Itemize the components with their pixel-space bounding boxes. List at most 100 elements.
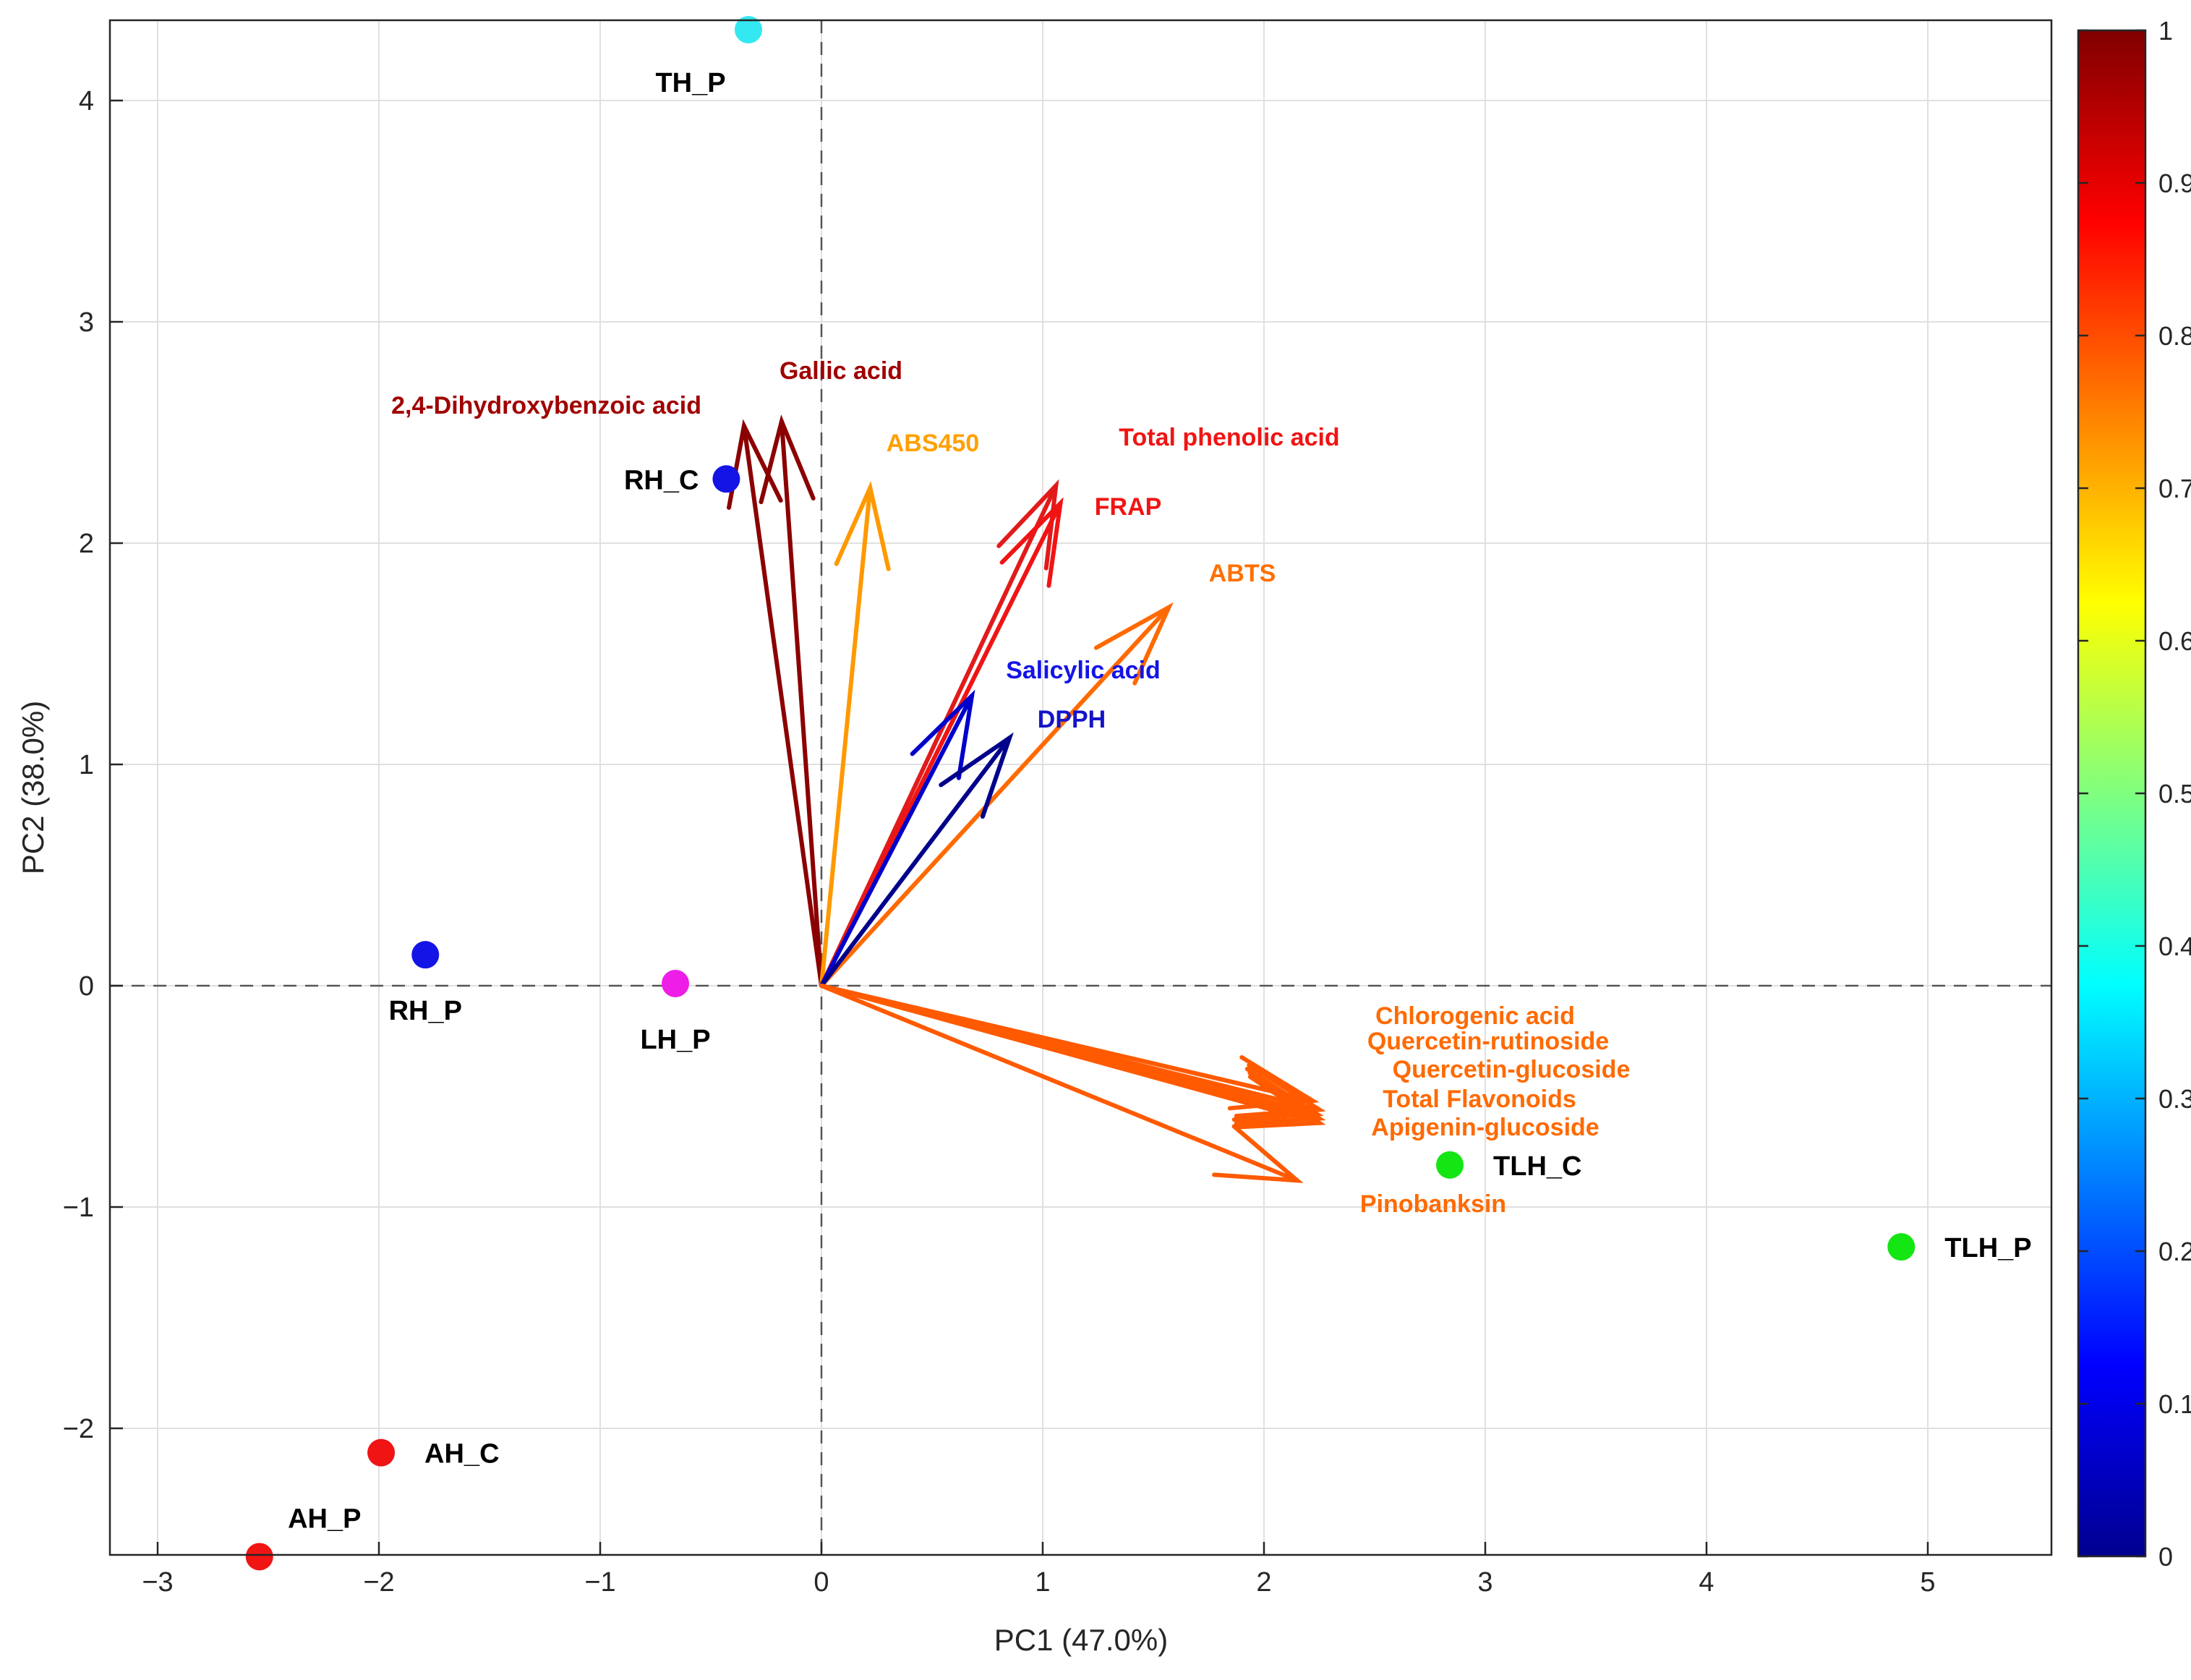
vector-arrowhead — [1212, 1124, 1304, 1183]
vector-shaft — [819, 485, 873, 988]
y-axis-label: PC2 (38.0%) — [16, 701, 50, 874]
vector-label: 2,4-Dihydroxybenzoic acid — [391, 392, 701, 419]
vector-shaft — [819, 984, 1299, 1183]
grid-lines — [110, 20, 2051, 1555]
x-axis-label: PC1 (47.0%) — [994, 1623, 1168, 1657]
vector-label: ABS450 — [887, 430, 980, 457]
loading-vector — [819, 732, 1014, 988]
score-points — [245, 16, 1915, 1571]
vector-label: Gallic acid — [780, 357, 902, 385]
y-tick-label: −1 — [63, 1193, 94, 1223]
vector-shaft — [819, 984, 1320, 1117]
vector-label: Chlorogenic acid — [1375, 1002, 1575, 1030]
colorbar-ticks — [2078, 29, 2145, 1558]
score-point-marker — [735, 16, 763, 44]
vector-arrowhead — [1231, 1067, 1324, 1122]
colorbar-tick-label: 0.4 — [2158, 931, 2191, 961]
vector-label: ABTS — [1209, 560, 1276, 587]
colorbar-tick-label: 0.1 — [2158, 1389, 2191, 1419]
x-tick-label: 5 — [1920, 1567, 1935, 1598]
vector-label: Quercetin-rutinoside — [1367, 1028, 1609, 1055]
x-tick-label: −3 — [142, 1567, 173, 1598]
score-point-label: RH_P — [389, 996, 462, 1026]
colorbar: 0 0.1 0.2 0.3 0.4 0.5 0.6 0.7 0.8 0.9 1 — [2077, 16, 2191, 1572]
score-point-label: TLH_P — [1944, 1233, 2031, 1263]
loading-vector — [819, 602, 1174, 988]
y-tick-labels: −2 −1 0 1 2 3 4 — [63, 86, 94, 1444]
vector-label: Total phenolic acid — [1119, 424, 1339, 451]
vector-label: DPPH — [1038, 706, 1106, 733]
x-tick-label: 3 — [1477, 1567, 1492, 1598]
x-tick-label: −1 — [584, 1567, 615, 1598]
vector-label: Total Flavonoids — [1383, 1086, 1576, 1113]
score-point-label: LH_P — [640, 1025, 710, 1055]
vector-label: Salicylic acid — [1006, 657, 1161, 684]
plot-background — [110, 20, 2051, 1555]
score-point-marker — [662, 969, 690, 997]
vector-arrowhead — [834, 481, 891, 571]
vector-label: FRAP — [1095, 493, 1162, 521]
colorbar-tick-label: 0.8 — [2158, 321, 2191, 351]
colorbar-tick-label: 0 — [2158, 1542, 2173, 1572]
vector-shaft — [741, 423, 824, 988]
colorbar-tick-label: 0.9 — [2158, 169, 2191, 198]
y-tick-label: 0 — [79, 971, 94, 1002]
x-tick-label: 0 — [813, 1567, 829, 1598]
vector-arrowhead — [1234, 1074, 1326, 1130]
colorbar-tick-label: 0.6 — [2158, 626, 2191, 656]
reference-lines — [110, 20, 2051, 1555]
score-point-label: AH_C — [424, 1439, 499, 1470]
y-tick-label: 3 — [79, 307, 94, 338]
score-point-label: TH_P — [655, 68, 725, 98]
colorbar-gradient — [2077, 29, 2147, 1558]
vector-arrowhead — [1093, 602, 1174, 686]
score-point-marker — [367, 1438, 396, 1467]
vector-arrowhead — [1234, 1062, 1326, 1119]
colorbar-tick-labels: 0 0.1 0.2 0.3 0.4 0.5 0.6 0.7 0.8 0.9 1 — [2158, 16, 2191, 1572]
vector-arrowhead — [999, 497, 1064, 588]
vector-arrowhead — [939, 732, 1014, 819]
colorbar-tick-label: 0.5 — [2158, 779, 2191, 809]
score-point-label: TLH_C — [1493, 1151, 1581, 1182]
vector-arrowhead — [759, 414, 816, 505]
x-tick-labels: −3 −2 −1 0 1 2 3 4 5 — [142, 1567, 1935, 1598]
colorbar-tick-label: 0.7 — [2158, 474, 2191, 503]
colorbar-tick-label: 1 — [2158, 16, 2173, 46]
axis-ticks — [110, 99, 1929, 1555]
vector-label: Pinobanksin — [1360, 1190, 1506, 1218]
vector-arrowhead — [996, 479, 1059, 571]
loading-vector — [759, 414, 824, 988]
vector-shaft — [819, 605, 1171, 988]
y-tick-label: 1 — [79, 750, 94, 780]
y-tick-label: 2 — [79, 529, 94, 559]
vector-arrowhead — [910, 689, 975, 780]
score-point-marker — [245, 1543, 273, 1571]
score-point-marker — [712, 465, 740, 493]
x-tick-label: 2 — [1256, 1567, 1271, 1598]
vector-label: Apigenin-glucoside — [1371, 1114, 1599, 1141]
loading-vector — [819, 984, 1324, 1122]
score-point-marker — [1436, 1151, 1464, 1179]
vector-label: Quercetin-glucoside — [1393, 1056, 1631, 1083]
loading-vectors — [727, 414, 1326, 1183]
colorbar-tick-label: 0.2 — [2158, 1237, 2191, 1266]
colorbar-tick-label: 0.3 — [2158, 1084, 2191, 1114]
vector-shaft — [819, 694, 975, 988]
score-point-labels: TH_P RH_C RH_P LH_P TLH_C TLH_P AH_C AH_P — [288, 68, 2032, 1534]
vector-shaft — [779, 419, 824, 988]
vector-shaft — [819, 735, 1012, 988]
vector-labels: 2,4-Dihydroxybenzoic acid Gallic acid ABS4… — [391, 357, 1630, 1218]
score-point-marker — [411, 941, 440, 969]
y-tick-label: −2 — [63, 1414, 94, 1444]
y-tick-label: 4 — [79, 86, 94, 116]
loading-vector — [819, 689, 975, 988]
x-tick-label: 1 — [1035, 1567, 1050, 1598]
loading-vector — [819, 984, 1304, 1183]
x-tick-label: −2 — [363, 1567, 394, 1598]
score-point-marker — [1887, 1233, 1915, 1261]
score-point-label: RH_C — [624, 465, 699, 495]
plot-frame — [108, 19, 2053, 1556]
score-point-label: AH_P — [288, 1504, 361, 1534]
x-tick-label: 4 — [1699, 1567, 1714, 1598]
